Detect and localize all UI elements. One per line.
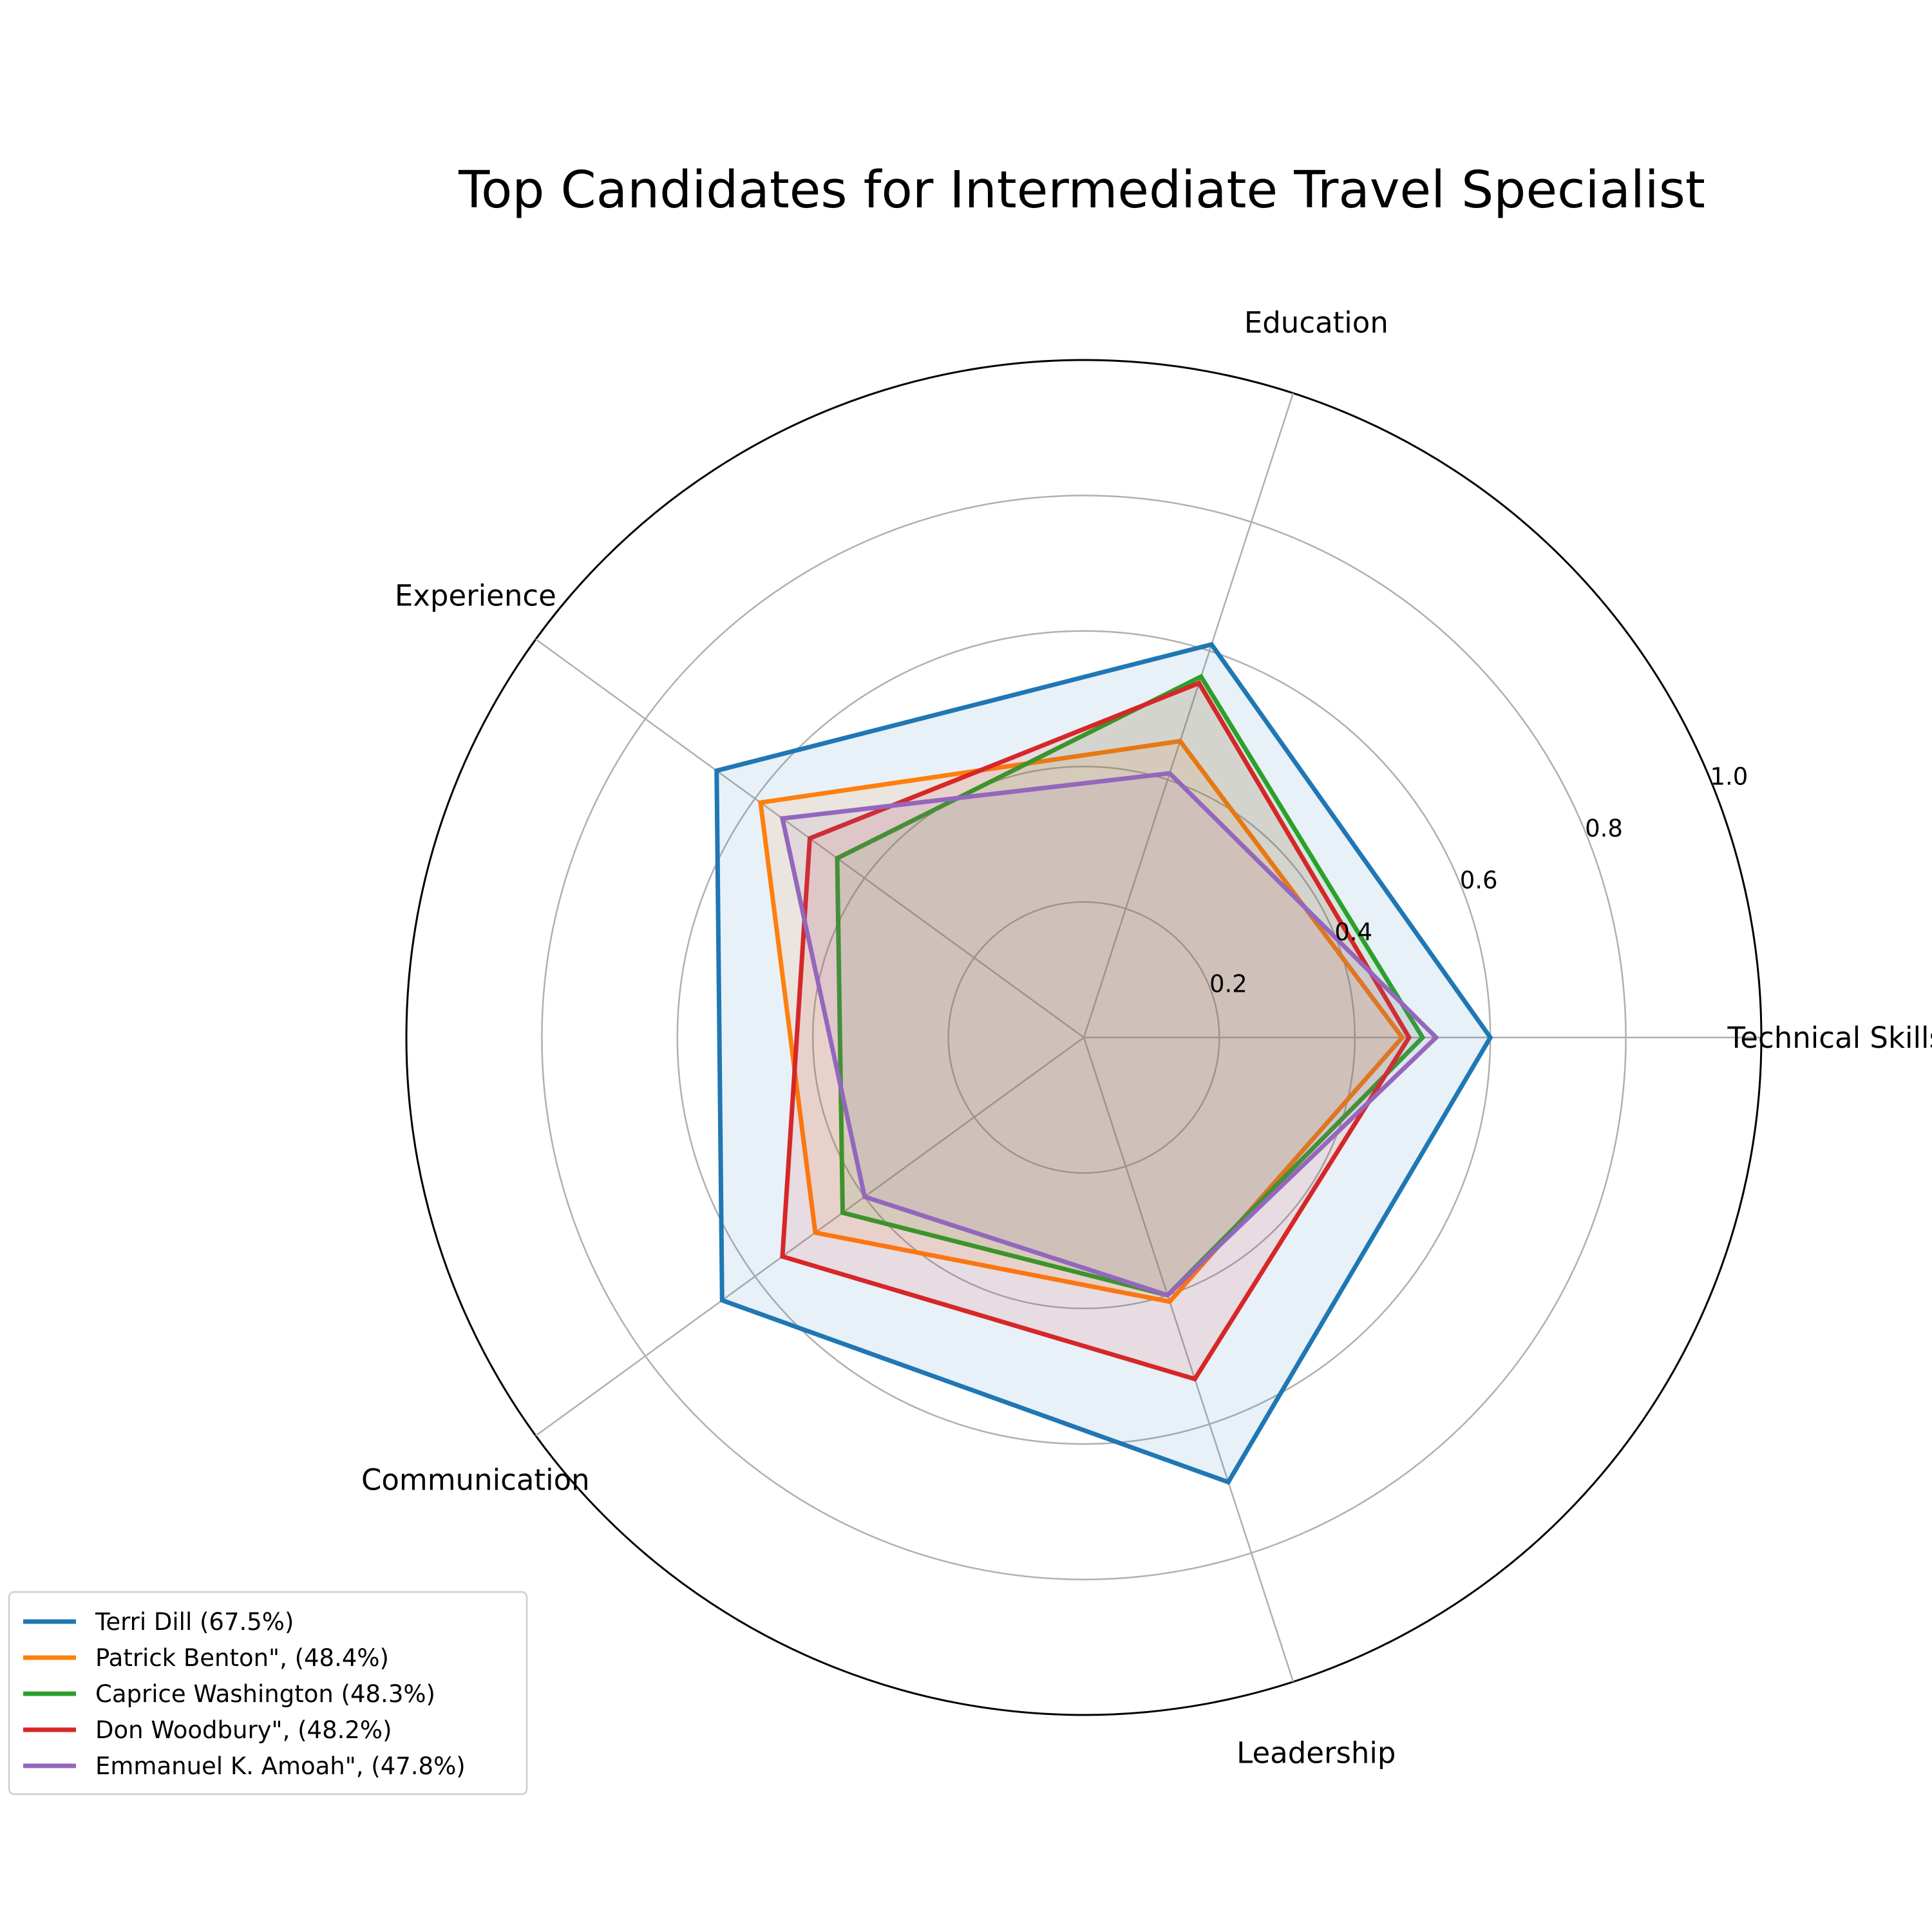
radial-tick-label: 0.8	[1585, 815, 1623, 842]
radial-ticks: 0.2 0.4 0.6 0.8 1.0	[1209, 762, 1748, 998]
axis-label-education: Education	[1244, 305, 1388, 339]
legend-entry-1: Patrick Benton", (48.4%)	[95, 1644, 389, 1672]
spoke-education	[1083, 393, 1294, 1038]
legend-entry-3: Don Woodbury", (48.2%)	[95, 1716, 392, 1744]
axis-label-leadership: Leadership	[1236, 1736, 1396, 1770]
legend: Terri Dill (67.5%) Patrick Benton", (48.4…	[8, 1591, 528, 1795]
series-0-terri-dill-67-5	[714, 641, 1493, 1485]
axis-labels: Technical Skills Education Experience Commu…	[361, 305, 1932, 1770]
radial-tick-label: 1.0	[1710, 762, 1748, 790]
chart-title: Top Candidates for Intermediate Travel S…	[458, 160, 1705, 220]
axis-label-communication: Communication	[361, 1463, 590, 1497]
radial-tick-label: 0.6	[1460, 866, 1498, 894]
spoke-communication	[535, 1036, 1084, 1437]
radial-tick-label: 0.4	[1334, 918, 1372, 946]
series-4-emmanuel-k-amoah-47-8	[779, 771, 1440, 1298]
spoke-leadership	[1083, 1037, 1294, 1682]
legend-entry-0: Terri Dill (67.5%)	[95, 1608, 294, 1636]
axis-label-technical-skills: Technical Skills	[1727, 1021, 1932, 1055]
legend-frame	[8, 1591, 528, 1795]
axis-label-experience: Experience	[395, 579, 556, 613]
radar-grid	[405, 359, 1763, 1716]
legend-entry-4: Emmanuel K. Amoah", (47.8%)	[95, 1752, 466, 1780]
radial-tick-label: 0.2	[1209, 970, 1247, 998]
legend-entry-2: Caprice Washington (48.3%)	[95, 1680, 435, 1708]
radar-series	[714, 641, 1493, 1485]
